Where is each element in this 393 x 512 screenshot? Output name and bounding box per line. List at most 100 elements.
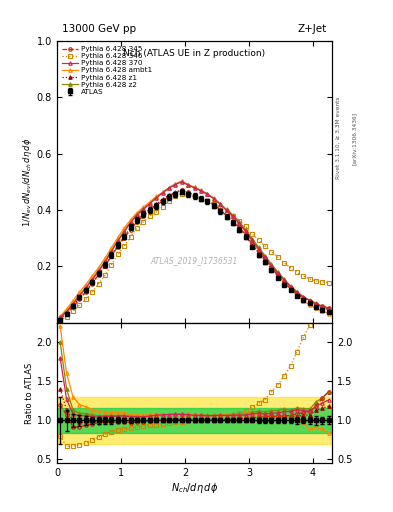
Pythia 6.428 346 bbox=[224, 209, 229, 215]
Pythia 6.428 346 bbox=[314, 278, 318, 284]
Pythia 6.428 ambt1 bbox=[243, 229, 248, 235]
Pythia 6.428 345 bbox=[90, 281, 95, 287]
Pythia 6.428 z1 bbox=[77, 295, 82, 301]
Pythia 6.428 345 bbox=[96, 271, 101, 278]
Pythia 6.428 z1 bbox=[294, 291, 299, 297]
Pythia 6.428 z2 bbox=[186, 182, 191, 188]
Pythia 6.428 370 bbox=[186, 182, 191, 188]
Pythia 6.428 ambt1 bbox=[109, 245, 114, 251]
Pythia 6.428 z2 bbox=[275, 269, 280, 275]
Pythia 6.428 ambt1 bbox=[147, 199, 152, 205]
Pythia 6.428 ambt1 bbox=[179, 178, 184, 184]
Pythia 6.428 z2 bbox=[122, 228, 127, 234]
Pythia 6.428 z1 bbox=[231, 219, 235, 225]
Pythia 6.428 346 bbox=[83, 296, 88, 303]
Pythia 6.428 ambt1 bbox=[122, 225, 127, 231]
Pythia 6.428 ambt1 bbox=[192, 184, 197, 190]
Pythia 6.428 z1 bbox=[122, 233, 127, 240]
Pythia 6.428 346 bbox=[134, 225, 139, 231]
Pythia 6.428 346 bbox=[288, 265, 293, 271]
Pythia 6.428 z2 bbox=[109, 248, 114, 254]
Pythia 6.428 z1 bbox=[205, 198, 210, 204]
Pythia 6.428 346 bbox=[96, 281, 101, 287]
Pythia 6.428 ambt1 bbox=[128, 217, 133, 223]
Pythia 6.428 370 bbox=[179, 179, 184, 185]
Pythia 6.428 z1 bbox=[282, 280, 286, 286]
Pythia 6.428 z2 bbox=[192, 184, 197, 190]
X-axis label: $N_{ch}/d\eta\,d\phi$: $N_{ch}/d\eta\,d\phi$ bbox=[171, 481, 218, 495]
Pythia 6.428 345 bbox=[314, 301, 318, 307]
Pythia 6.428 ambt1 bbox=[167, 185, 171, 191]
Pythia 6.428 z1 bbox=[179, 186, 184, 193]
Pythia 6.428 345 bbox=[275, 272, 280, 279]
Pythia 6.428 346 bbox=[186, 192, 191, 198]
Pythia 6.428 346 bbox=[320, 279, 325, 285]
Pythia 6.428 345 bbox=[134, 219, 139, 225]
Pythia 6.428 ambt1 bbox=[320, 308, 325, 314]
Pythia 6.428 z1 bbox=[243, 233, 248, 239]
Pythia 6.428 370 bbox=[237, 220, 242, 226]
Pythia 6.428 z2 bbox=[307, 297, 312, 303]
Pythia 6.428 z1 bbox=[128, 224, 133, 230]
Pythia 6.428 346 bbox=[160, 203, 165, 209]
Pythia 6.428 370 bbox=[301, 294, 306, 300]
Pythia 6.428 370 bbox=[211, 196, 216, 202]
Pythia 6.428 z2 bbox=[154, 194, 158, 200]
Pythia 6.428 370 bbox=[314, 301, 318, 307]
Pythia 6.428 z1 bbox=[134, 217, 139, 223]
Pythia 6.428 z1 bbox=[250, 242, 255, 248]
Pythia 6.428 370 bbox=[320, 304, 325, 310]
Pythia 6.428 ambt1 bbox=[327, 310, 331, 316]
Pythia 6.428 z1 bbox=[160, 196, 165, 202]
Line: Pythia 6.428 346: Pythia 6.428 346 bbox=[59, 192, 331, 322]
Pythia 6.428 345 bbox=[294, 290, 299, 296]
Pythia 6.428 ambt1 bbox=[205, 191, 210, 198]
Pythia 6.428 346 bbox=[263, 243, 267, 249]
Pythia 6.428 346 bbox=[64, 314, 69, 320]
Pythia 6.428 345 bbox=[192, 192, 197, 198]
Pythia 6.428 z2 bbox=[179, 178, 184, 184]
Pythia 6.428 z1 bbox=[83, 288, 88, 294]
Pythia 6.428 370 bbox=[263, 254, 267, 260]
Line: Pythia 6.428 345: Pythia 6.428 345 bbox=[59, 188, 331, 321]
Pythia 6.428 z2 bbox=[173, 181, 178, 187]
Pythia 6.428 z2 bbox=[237, 219, 242, 225]
Pythia 6.428 370 bbox=[243, 228, 248, 234]
Pythia 6.428 z2 bbox=[167, 185, 171, 191]
Pythia 6.428 z1 bbox=[173, 189, 178, 196]
Pythia 6.428 ambt1 bbox=[116, 234, 120, 241]
Pythia 6.428 346 bbox=[307, 276, 312, 282]
Pythia 6.428 ambt1 bbox=[173, 181, 178, 187]
Text: ATLAS_2019_I1736531: ATLAS_2019_I1736531 bbox=[151, 256, 238, 265]
Pythia 6.428 370 bbox=[250, 237, 255, 243]
Pythia 6.428 ambt1 bbox=[64, 306, 69, 312]
Pythia 6.428 346 bbox=[77, 302, 82, 308]
Pythia 6.428 346 bbox=[58, 317, 62, 324]
Pythia 6.428 z2 bbox=[83, 284, 88, 290]
Pythia 6.428 z1 bbox=[154, 201, 158, 207]
Pythia 6.428 z1 bbox=[141, 211, 146, 217]
Pythia 6.428 ambt1 bbox=[288, 286, 293, 292]
Pythia 6.428 346 bbox=[294, 269, 299, 275]
Pythia 6.428 ambt1 bbox=[231, 213, 235, 219]
Pythia 6.428 z1 bbox=[109, 252, 114, 259]
Pythia 6.428 345 bbox=[282, 279, 286, 285]
Pythia 6.428 345 bbox=[64, 310, 69, 316]
Pythia 6.428 345 bbox=[116, 244, 120, 250]
Text: [arXiv:1306.3436]: [arXiv:1306.3436] bbox=[352, 112, 357, 165]
Pythia 6.428 370 bbox=[128, 220, 133, 226]
Pythia 6.428 346 bbox=[211, 201, 216, 207]
Pythia 6.428 z2 bbox=[218, 201, 222, 207]
Pythia 6.428 z2 bbox=[64, 308, 69, 314]
Pythia 6.428 z2 bbox=[198, 187, 203, 193]
Pythia 6.428 345 bbox=[301, 295, 306, 301]
Pythia 6.428 z1 bbox=[224, 213, 229, 219]
Pythia 6.428 ambt1 bbox=[263, 255, 267, 262]
Pythia 6.428 345 bbox=[122, 235, 127, 241]
Pythia 6.428 345 bbox=[211, 202, 216, 208]
Pythia 6.428 346 bbox=[147, 213, 152, 219]
Pythia 6.428 345 bbox=[179, 187, 184, 193]
Pythia 6.428 ambt1 bbox=[237, 220, 242, 226]
Text: Nch (ATLAS UE in Z production): Nch (ATLAS UE in Z production) bbox=[123, 50, 266, 58]
Pythia 6.428 ambt1 bbox=[141, 204, 146, 210]
